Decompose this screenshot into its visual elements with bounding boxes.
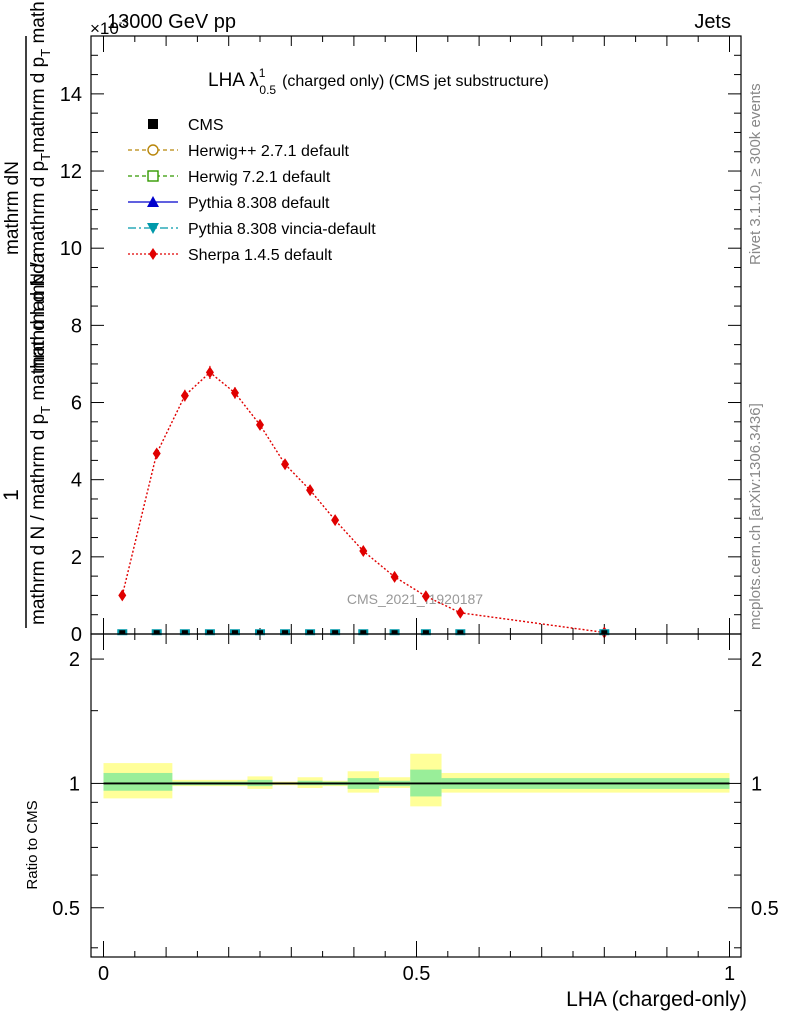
cms-point	[332, 630, 339, 635]
x-tick-label: 0.5	[403, 963, 431, 985]
sherpa-point	[256, 418, 264, 431]
y-tick-label: 12	[60, 161, 82, 183]
sherpa-point	[456, 606, 465, 619]
ratio-y-tick-label: 2	[69, 649, 80, 671]
sherpa-line	[121, 371, 605, 634]
cms-point	[282, 630, 289, 635]
x-tick-label: 1	[724, 963, 735, 985]
ratio-plot-frame	[90, 633, 742, 958]
y-tick-label: 10	[60, 238, 82, 260]
ratio-y-tick-label: 1	[69, 773, 80, 795]
cms-point	[422, 630, 429, 635]
sherpa-point	[421, 590, 430, 603]
legend-label: Pythia 8.308 vincia-default	[188, 221, 376, 238]
cms-point	[307, 630, 314, 635]
legend-label: CMS	[188, 117, 224, 134]
legend-marker-triangle-up	[147, 196, 159, 207]
cms-point	[206, 630, 213, 635]
legend-marker-triangle-down	[147, 223, 159, 234]
cms-point	[181, 630, 188, 635]
sherpa-point	[359, 545, 368, 558]
ratio-y-tick-label-right: 0.5	[751, 898, 779, 920]
y-label-denominator: mathrm d N / mathrm d pT mathrm d lambda	[28, 252, 53, 625]
ratio-y-tick-label-right: 2	[751, 649, 762, 671]
sherpa-point	[390, 570, 399, 583]
y-label-top-numerator: mathrm dN	[2, 161, 23, 255]
y-label-top-denominator: mathrm d N / mathrm d pTmathrm d pT math…	[28, 0, 53, 372]
cms-point	[231, 630, 238, 635]
x-axis-label: LHA (charged-only)	[566, 988, 747, 1011]
cms-point	[601, 630, 608, 635]
header-right: Jets	[694, 11, 731, 33]
y-tick-label: 6	[71, 393, 82, 415]
sherpa-point	[205, 366, 214, 379]
ratio-y-tick-label-right: 1	[751, 773, 762, 795]
sherpa-point	[118, 589, 127, 602]
y-axis-label: 1 mathrm d N / mathrm d pT mathrm d lamb…	[0, 0, 53, 628]
legend-marker-circle	[147, 144, 159, 156]
header-left: 13000 GeV pp	[107, 11, 236, 33]
sherpa-point	[306, 484, 315, 497]
legend-label: Sherpa 1.4.5 default	[188, 247, 333, 264]
sherpa-point	[281, 458, 290, 471]
cms-point	[457, 630, 464, 635]
ratio-y-label: Ratio to CMS	[24, 800, 41, 889]
y-tick-label: 8	[71, 315, 82, 337]
sherpa-point	[331, 514, 340, 527]
cms-point	[119, 630, 126, 635]
cms-point	[391, 630, 398, 635]
plot-title: LHA λ1 0.5 (charged only) (CMS jet substru…	[208, 66, 549, 97]
rivet-label: Rivet 3.1.10, ≥ 300k events	[747, 83, 764, 265]
legend-label: Herwig 7.2.1 default	[188, 169, 331, 186]
sherpa-point	[230, 386, 239, 399]
legend-marker-square	[148, 119, 158, 129]
cms-point	[257, 630, 263, 635]
legend-marker-square-open	[147, 170, 159, 182]
legend-marker-diamond	[149, 248, 157, 260]
y-tick-label: 2	[71, 547, 82, 569]
cms-point	[360, 630, 367, 635]
y-label-numerator: 1	[0, 489, 23, 501]
exponent-label: ×10-3	[90, 17, 129, 38]
y-tick-label: 4	[71, 470, 82, 492]
y-tick-label: 14	[60, 84, 82, 106]
ratio-band-green	[103, 772, 173, 791]
legend-label: Herwig++ 2.7.1 default	[188, 143, 350, 160]
legend-label: Pythia 8.308 default	[188, 195, 330, 212]
sherpa-point	[180, 389, 189, 402]
x-tick-label: 0	[98, 963, 109, 985]
watermark: CMS_2021_I1920187	[347, 591, 483, 607]
sherpa-point	[152, 447, 161, 460]
cms-point	[153, 630, 160, 635]
ratio-y-tick-label: 0.5	[52, 898, 80, 920]
y-tick-label: 0	[71, 624, 82, 646]
mcplots-label: mcplots.cern.ch [arXiv:1306.3436]	[747, 403, 764, 630]
